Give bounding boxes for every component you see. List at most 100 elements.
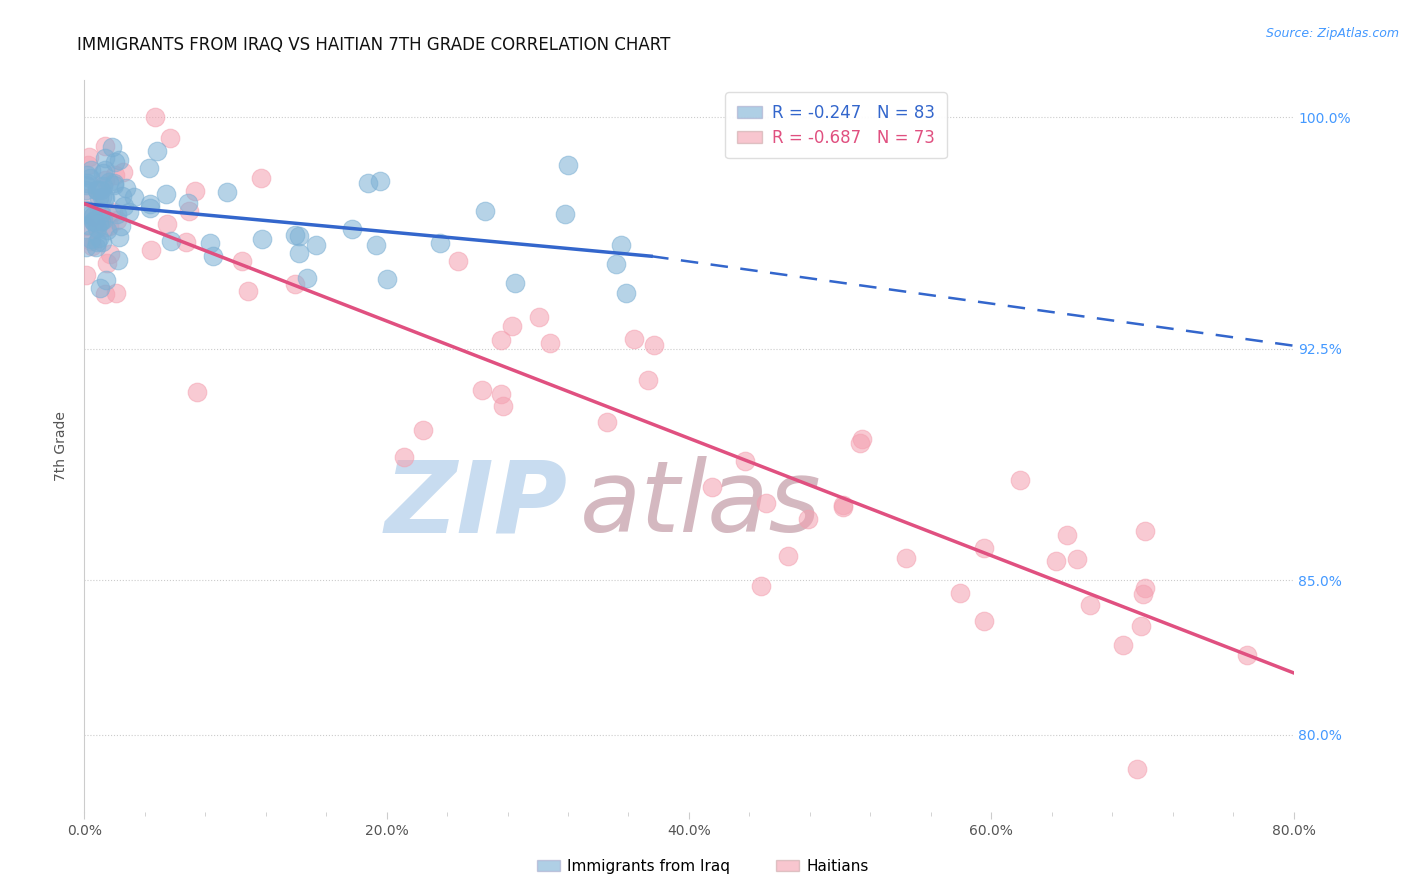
Point <box>101 205 124 219</box>
Point <box>77 158 100 172</box>
Point <box>202 249 225 263</box>
Point <box>643 338 665 352</box>
Point <box>139 196 162 211</box>
Point <box>1133 524 1156 538</box>
Point <box>86 220 108 235</box>
Point <box>87 231 110 245</box>
Point <box>1130 619 1153 633</box>
Point <box>94 286 117 301</box>
Point <box>1078 598 1101 612</box>
Legend: Immigrants from Iraq, Haitians: Immigrants from Iraq, Haitians <box>530 853 876 880</box>
Point <box>80 231 103 245</box>
Point <box>93 152 115 166</box>
Point <box>80 163 103 178</box>
Point <box>159 130 181 145</box>
Point <box>557 158 579 172</box>
Point <box>155 186 177 201</box>
Point <box>77 150 100 164</box>
Point <box>143 111 166 125</box>
Point <box>831 498 853 512</box>
Point <box>392 450 415 464</box>
Text: IMMIGRANTS FROM IRAQ VS HAITIAN 7TH GRADE CORRELATION CHART: IMMIGRANTS FROM IRAQ VS HAITIAN 7TH GRAD… <box>77 36 671 54</box>
Point <box>108 153 131 167</box>
Point <box>139 243 162 257</box>
Point <box>90 235 112 249</box>
Point <box>103 176 125 190</box>
Point <box>112 165 135 179</box>
Point <box>76 191 98 205</box>
Point <box>96 223 118 237</box>
Point <box>104 155 127 169</box>
Legend: R = -0.247   N = 83, R = -0.687   N = 73: R = -0.247 N = 83, R = -0.687 N = 73 <box>725 92 946 158</box>
Point <box>90 183 112 197</box>
Point <box>91 190 114 204</box>
Point <box>114 181 136 195</box>
Point <box>1126 762 1149 776</box>
Point <box>776 549 799 564</box>
Point <box>110 219 132 233</box>
Point <box>103 178 125 192</box>
Point <box>97 219 120 234</box>
Point <box>77 218 100 232</box>
Point <box>91 166 114 180</box>
Point <box>105 207 128 221</box>
Point <box>305 238 328 252</box>
Point <box>138 201 160 215</box>
Point <box>93 163 115 178</box>
Point <box>217 185 239 199</box>
Point <box>118 204 141 219</box>
Point <box>538 336 561 351</box>
Point <box>105 212 128 227</box>
Point <box>605 256 627 270</box>
Point <box>370 174 392 188</box>
Point <box>340 221 363 235</box>
Point <box>447 254 470 268</box>
Point <box>250 232 273 246</box>
Point <box>894 551 917 566</box>
Point <box>90 214 112 228</box>
Point <box>1112 639 1135 653</box>
Point <box>200 235 222 250</box>
Point <box>1056 528 1078 542</box>
Point <box>98 246 121 260</box>
Point <box>89 281 111 295</box>
Point <box>90 206 112 220</box>
Point <box>284 277 307 291</box>
Point <box>94 191 117 205</box>
Point <box>156 217 179 231</box>
Point <box>100 140 122 154</box>
Point <box>554 207 576 221</box>
Point <box>174 235 197 249</box>
Point <box>973 541 995 556</box>
Point <box>851 432 873 446</box>
Point <box>75 268 97 282</box>
Point <box>288 229 311 244</box>
Point <box>623 332 645 346</box>
Point <box>75 178 97 193</box>
Point <box>231 254 253 268</box>
Point <box>87 191 110 205</box>
Text: ZIP: ZIP <box>385 456 568 553</box>
Point <box>501 319 523 334</box>
Point <box>86 183 108 197</box>
Point <box>94 220 117 235</box>
Point <box>84 240 107 254</box>
Point <box>637 373 659 387</box>
Point <box>76 176 98 190</box>
Point <box>1236 648 1258 663</box>
Point <box>75 183 97 197</box>
Point <box>79 208 101 222</box>
Text: Source: ZipAtlas.com: Source: ZipAtlas.com <box>1265 27 1399 40</box>
Point <box>1132 586 1154 600</box>
Point <box>832 500 855 515</box>
Point <box>80 238 103 252</box>
Point <box>104 286 127 301</box>
Point <box>734 454 756 468</box>
Point <box>122 189 145 203</box>
Point <box>364 237 387 252</box>
Point <box>86 217 108 231</box>
Point <box>98 174 121 188</box>
Point <box>596 415 619 429</box>
Point <box>89 203 111 218</box>
Point <box>751 579 773 593</box>
